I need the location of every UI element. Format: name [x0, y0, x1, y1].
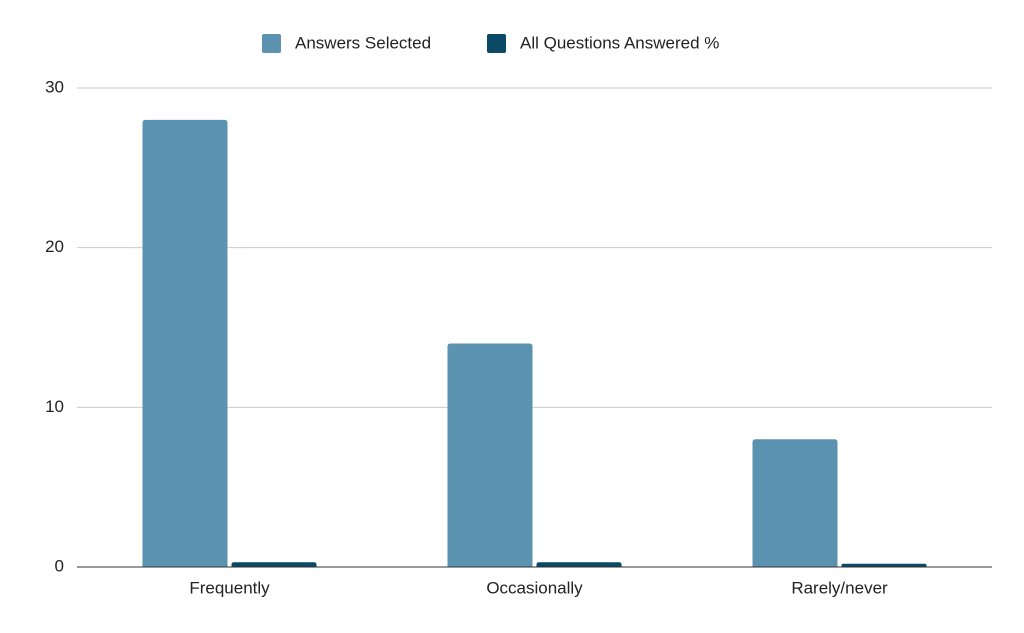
y-tick-label: 30 — [45, 77, 64, 96]
x-tick-label: Rarely/never — [791, 578, 888, 597]
legend-swatch — [262, 34, 281, 53]
legend-label: Answers Selected — [295, 33, 431, 52]
legend-swatch — [487, 34, 506, 53]
y-tick-label: 20 — [45, 237, 64, 256]
bar — [231, 562, 317, 567]
bar — [841, 563, 927, 567]
y-tick-label: 0 — [55, 556, 64, 575]
bar — [447, 343, 533, 567]
y-tick-label: 10 — [45, 397, 64, 416]
x-tick-label: Occasionally — [486, 578, 583, 597]
legend-label: All Questions Answered % — [520, 33, 719, 52]
x-tick-label: Frequently — [189, 578, 270, 597]
bar — [536, 562, 622, 567]
bar — [752, 439, 838, 567]
bar — [142, 119, 228, 567]
